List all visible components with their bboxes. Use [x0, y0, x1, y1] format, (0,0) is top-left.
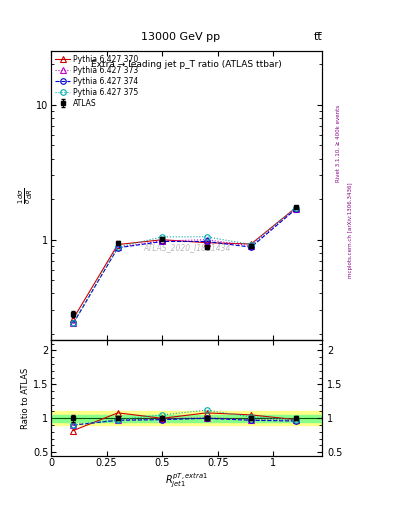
Pythia 6.427 375 — [71, 320, 76, 326]
Pythia 6.427 370 — [204, 240, 209, 246]
Pythia 6.427 374 — [249, 244, 253, 250]
Line: Pythia 6.427 373: Pythia 6.427 373 — [70, 206, 298, 326]
Pythia 6.427 375 — [116, 244, 120, 250]
Text: ATLAS_2020_I1801434: ATLAS_2020_I1801434 — [143, 243, 230, 252]
Bar — [51, 412, 322, 425]
Pythia 6.427 375 — [249, 242, 253, 248]
Text: 13000 GeV pp: 13000 GeV pp — [141, 32, 220, 42]
Bar — [51, 415, 322, 422]
Pythia 6.427 370 — [71, 315, 76, 322]
Pythia 6.427 373 — [160, 238, 165, 244]
Pythia 6.427 373 — [204, 237, 209, 243]
Pythia 6.427 375 — [293, 204, 298, 210]
Line: Pythia 6.427 375: Pythia 6.427 375 — [70, 205, 298, 326]
Pythia 6.427 374 — [71, 320, 76, 326]
Text: Rivet 3.1.10, ≥ 400k events: Rivet 3.1.10, ≥ 400k events — [336, 105, 341, 182]
Legend: Pythia 6.427 370, Pythia 6.427 373, Pythia 6.427 374, Pythia 6.427 375, ATLAS: Pythia 6.427 370, Pythia 6.427 373, Pyth… — [53, 53, 140, 109]
Pythia 6.427 370 — [116, 242, 120, 248]
Pythia 6.427 370 — [160, 237, 165, 243]
Pythia 6.427 374 — [204, 239, 209, 245]
Pythia 6.427 373 — [249, 243, 253, 249]
Pythia 6.427 374 — [160, 239, 165, 245]
Text: tt̅: tt̅ — [314, 32, 322, 42]
Text: mcplots.cern.ch [arXiv:1306.3436]: mcplots.cern.ch [arXiv:1306.3436] — [348, 183, 353, 278]
Y-axis label: Ratio to ATLAS: Ratio to ATLAS — [21, 367, 30, 429]
Pythia 6.427 370 — [249, 241, 253, 247]
Pythia 6.427 375 — [160, 234, 165, 240]
Y-axis label: $\frac{1}{\sigma}\frac{d\sigma}{dR}$: $\frac{1}{\sigma}\frac{d\sigma}{dR}$ — [17, 187, 35, 204]
Pythia 6.427 375 — [204, 234, 209, 240]
Line: Pythia 6.427 374: Pythia 6.427 374 — [70, 206, 298, 326]
Pythia 6.427 373 — [71, 320, 76, 326]
Pythia 6.427 370 — [293, 205, 298, 211]
Line: Pythia 6.427 370: Pythia 6.427 370 — [70, 205, 298, 322]
Text: Extra → leading jet p_T ratio (ATLAS ttbar): Extra → leading jet p_T ratio (ATLAS ttb… — [91, 60, 282, 69]
X-axis label: $R_{jet1}^{pT,extra1}$: $R_{jet1}^{pT,extra1}$ — [165, 471, 208, 489]
Pythia 6.427 374 — [116, 245, 120, 251]
Pythia 6.427 373 — [293, 205, 298, 211]
Pythia 6.427 373 — [116, 244, 120, 250]
Pythia 6.427 374 — [293, 206, 298, 212]
